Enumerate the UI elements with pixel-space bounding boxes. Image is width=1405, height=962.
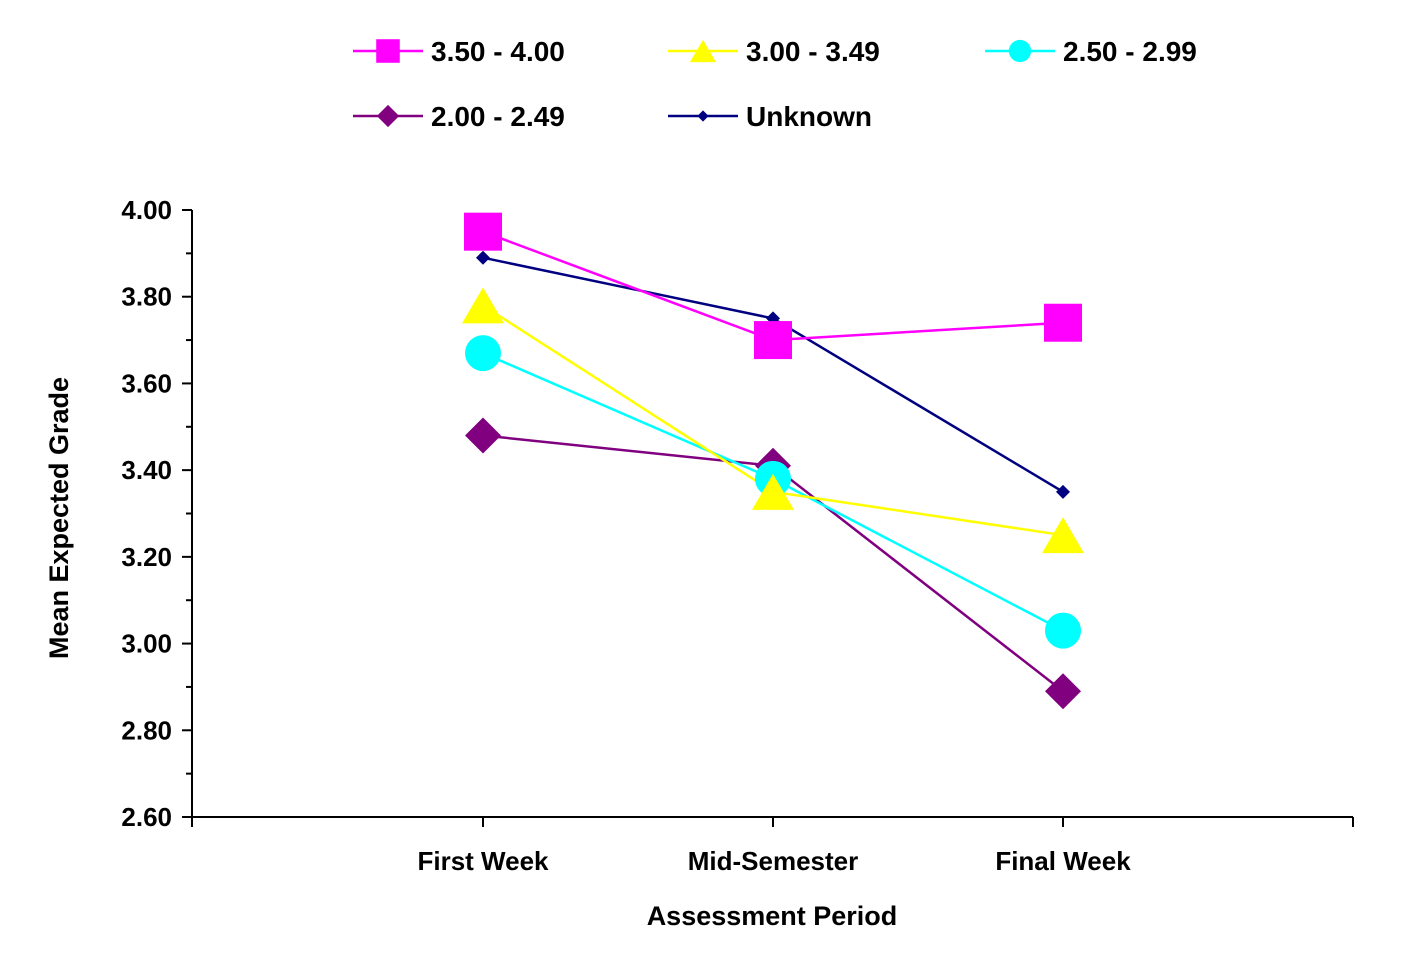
data-point-marker: [462, 287, 504, 324]
x-tick-label: First Week: [417, 846, 549, 876]
data-point-marker: [464, 212, 502, 251]
legend-label: 3.50 - 4.00: [431, 36, 565, 67]
data-point-marker: [754, 321, 792, 360]
data-point-marker: [1045, 673, 1081, 710]
y-tick-label: 3.80: [121, 282, 172, 312]
x-axis-title: Assessment Period: [647, 901, 898, 931]
y-axis-title: Mean Expected Grade: [44, 377, 74, 659]
y-tick-label: 3.20: [121, 542, 172, 572]
x-ticks: First Week Mid-Semester Final Week: [191, 817, 1354, 876]
legend-label: 2.00 - 2.49: [431, 101, 565, 132]
y-tick-label: 2.60: [121, 802, 172, 832]
data-point-marker: [476, 250, 490, 265]
x-tick-label: Mid-Semester: [688, 846, 859, 876]
y-tick-label: 3.60: [121, 368, 172, 398]
data-point-marker: [465, 335, 501, 372]
legend-swatch-marker: [376, 39, 400, 63]
y-tick-label: 3.40: [121, 455, 172, 485]
legend-item: Unknown: [668, 101, 872, 132]
x-tick-label: Final Week: [995, 846, 1131, 876]
legend-swatch-marker: [689, 39, 717, 63]
series-markers: [462, 212, 1084, 710]
data-point-marker: [1044, 303, 1082, 342]
y-tick-label: 4.00: [121, 195, 172, 225]
legend-swatch-marker: [697, 110, 709, 122]
legend-label: Unknown: [746, 101, 872, 132]
data-point-marker: [1045, 612, 1081, 649]
legend-swatch-marker: [376, 104, 400, 128]
data-point-marker: [465, 417, 501, 454]
data-point-marker: [1042, 517, 1084, 554]
data-point-marker: [1056, 484, 1070, 499]
data-point-marker: [752, 473, 794, 510]
y-tick-label: 3.00: [121, 629, 172, 659]
legend-label: 2.50 - 2.99: [1063, 36, 1197, 67]
legend-swatch-marker: [1008, 39, 1032, 63]
legend-item: 3.50 - 4.00: [353, 36, 565, 67]
legend: 3.50 - 4.00 3.00 - 3.49 2.50 - 2.99 2.00 - …: [353, 36, 1197, 132]
y-ticks: 2.60 2.80 3.00 3.20 3.40 3.60 3.80 4.00: [121, 195, 192, 832]
axes: 2.60 2.80 3.00 3.20 3.40 3.60 3.80 4.00 First W…: [121, 195, 1354, 876]
legend-item: 2.50 - 2.99: [985, 36, 1197, 67]
legend-item: 3.00 - 3.49: [668, 36, 880, 67]
legend-item: 2.00 - 2.49: [353, 101, 565, 132]
y-tick-label: 2.80: [121, 715, 172, 745]
legend-label: 3.00 - 3.49: [746, 36, 880, 67]
